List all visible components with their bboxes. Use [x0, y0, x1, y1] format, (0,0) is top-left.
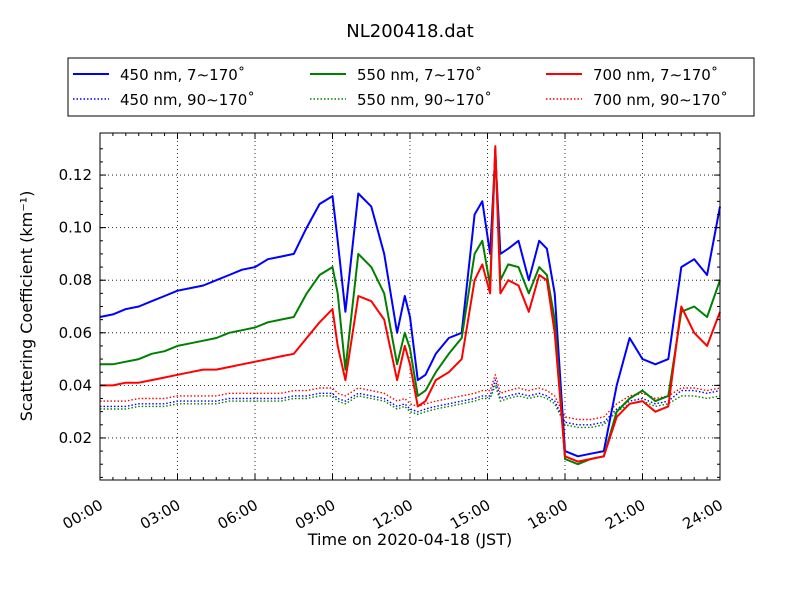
y-tick-label: 0.12	[59, 166, 92, 184]
series-layer	[99, 145, 721, 466]
legend-frame	[67, 57, 755, 117]
y-tick-label: 0.04	[59, 376, 92, 394]
y-axis-label: Scattering Coefficient (km⁻¹)	[17, 191, 36, 422]
y-tick-label: 0.06	[59, 324, 92, 342]
x-tick-label: 24:00	[680, 496, 726, 533]
legend-label: 550 nm, 7∼170˚	[357, 66, 482, 84]
series-line	[100, 379, 721, 426]
x-tick-label: 03:00	[137, 496, 183, 533]
legend-label: 700 nm, 90∼170˚	[593, 91, 728, 109]
series-line	[100, 147, 721, 466]
y-tick-label: 0.02	[59, 429, 92, 447]
legend-label: 550 nm, 90∼170˚	[357, 91, 492, 109]
y-tick-label: 0.10	[59, 219, 92, 237]
series-line	[99, 153, 721, 458]
x-tick-label: 15:00	[447, 496, 493, 533]
y-tick-label: 0.08	[59, 271, 92, 289]
chart-title: NL200418.dat	[346, 21, 473, 42]
x-tick-label: 18:00	[525, 496, 571, 533]
series-line	[100, 384, 721, 429]
x-axis-label: Time on 2020-04-18 (JST)	[307, 530, 512, 549]
series-line	[100, 374, 721, 421]
x-tick-label: 06:00	[215, 496, 261, 533]
legend-label: 450 nm, 7∼170˚	[120, 66, 245, 84]
x-tick-label: 00:00	[60, 496, 106, 533]
legend-label: 450 nm, 90∼170˚	[120, 91, 255, 109]
x-tick-label: 21:00	[602, 496, 648, 533]
x-tick-label: 09:00	[292, 496, 338, 533]
grid	[100, 133, 720, 480]
x-tick-label: 12:00	[370, 496, 416, 533]
legend: 450 nm, 7∼170˚ 550 nm, 7∼170˚ 700 nm, 7∼17…	[67, 57, 755, 117]
legend-label: 700 nm, 7∼170˚	[593, 66, 718, 84]
series-line	[100, 145, 721, 463]
